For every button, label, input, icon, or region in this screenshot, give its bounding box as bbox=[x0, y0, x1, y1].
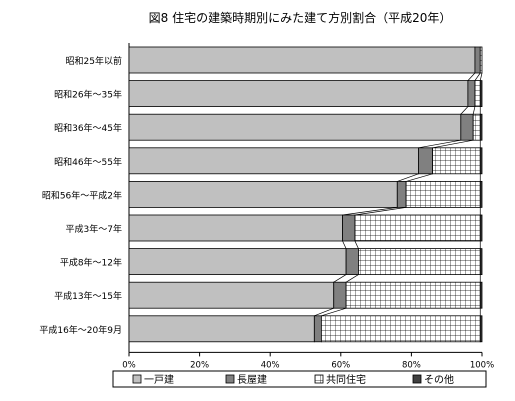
bar-segment-2-row-1 bbox=[474, 46, 481, 74]
series-line bbox=[406, 173, 433, 182]
bar-segment-3-row-6 bbox=[354, 214, 481, 242]
bar-segment-1-row-4 bbox=[128, 147, 419, 175]
bar-segment-2-row-8 bbox=[333, 281, 347, 309]
category-label: 平成8年～12年 bbox=[60, 257, 122, 269]
category-label: 平成13年～15年 bbox=[54, 290, 122, 302]
series-line bbox=[342, 240, 347, 249]
x-tick-label: 0% bbox=[122, 360, 136, 370]
bar-segment-2-row-5 bbox=[396, 180, 407, 208]
series-line bbox=[333, 274, 347, 283]
bar-segment-1-row-9 bbox=[128, 315, 315, 343]
bar-segment-3-row-7 bbox=[358, 248, 481, 276]
legend: 一戸建 長屋建 共同住宅 その他 bbox=[112, 370, 487, 388]
bar-segment-1-row-5 bbox=[128, 180, 398, 208]
category-label: 平成16年～20年9月 bbox=[39, 324, 122, 336]
bar-segment-1-row-7 bbox=[128, 248, 347, 276]
series-line bbox=[345, 274, 359, 283]
bar-segment-4-row-4 bbox=[479, 147, 483, 175]
bar-segment-3-row-3 bbox=[472, 113, 481, 141]
legend-label: その他 bbox=[424, 373, 454, 386]
bar-segment-4-row-9 bbox=[479, 315, 483, 343]
bar-segment-1-row-3 bbox=[128, 113, 462, 141]
x-tick-label: 100% bbox=[470, 360, 494, 370]
bar-segment-4-row-8 bbox=[479, 281, 483, 309]
series-line bbox=[321, 307, 347, 317]
category-label: 平成3年～7年 bbox=[66, 223, 122, 235]
legend-swatch bbox=[225, 374, 235, 384]
category-label: 昭和25年以前 bbox=[66, 55, 122, 67]
series-line bbox=[474, 72, 481, 81]
series-line bbox=[314, 307, 334, 317]
series-line bbox=[418, 139, 461, 149]
x-tick-label: 80% bbox=[402, 360, 421, 370]
legend-swatch bbox=[412, 374, 422, 384]
bar-segment-3-row-5 bbox=[405, 180, 481, 208]
legend-swatch bbox=[132, 374, 142, 384]
x-tick-label: 60% bbox=[331, 360, 350, 370]
bar-segment-1-row-1 bbox=[128, 46, 476, 74]
bar-segment-2-row-7 bbox=[345, 248, 359, 276]
category-label: 昭和46年～55年 bbox=[54, 156, 122, 168]
series-line bbox=[460, 106, 469, 115]
series-line bbox=[472, 106, 476, 115]
bar-segment-3-row-1 bbox=[479, 46, 483, 74]
category-label: 昭和36年～45年 bbox=[54, 122, 122, 134]
bar-segment-3-row-8 bbox=[345, 281, 481, 309]
bar-segment-3-row-4 bbox=[432, 147, 481, 175]
bar-segment-2-row-9 bbox=[313, 315, 322, 343]
series-line bbox=[467, 72, 476, 81]
series-line bbox=[432, 139, 474, 149]
category-label: 昭和26年～35年 bbox=[54, 89, 122, 101]
legend-box bbox=[112, 370, 487, 388]
bar-segment-2-row-2 bbox=[467, 80, 476, 107]
bar-segment-2-row-3 bbox=[460, 113, 474, 141]
series-line bbox=[354, 240, 359, 249]
category-label: 昭和56年～平成2年 bbox=[42, 189, 122, 201]
bar-segment-4-row-3 bbox=[479, 113, 483, 141]
plot-area: 昭和25年以前昭和26年～35年昭和36年～45年昭和46年～55年昭和56年～… bbox=[39, 43, 494, 370]
bar-segment-3-row-9 bbox=[320, 315, 481, 343]
legend-label: 共同住宅 bbox=[326, 373, 366, 386]
chart-title: 図8 住宅の建築時期別にみた建て方別割合（平成20年） bbox=[149, 10, 452, 25]
series-line bbox=[479, 72, 483, 81]
bar-segment-3-row-2 bbox=[474, 80, 481, 107]
bar-segment-2-row-6 bbox=[342, 214, 356, 242]
x-tick-label: 20% bbox=[190, 360, 209, 370]
legend-label: 一戸建 bbox=[144, 373, 174, 386]
x-tick-label: 40% bbox=[261, 360, 280, 370]
bar-segment-1-row-2 bbox=[128, 80, 469, 107]
legend-swatch bbox=[314, 374, 324, 384]
series-line bbox=[354, 207, 407, 216]
series-line bbox=[397, 173, 419, 182]
bar-segment-4-row-7 bbox=[479, 248, 483, 276]
bar-segment-1-row-6 bbox=[128, 214, 343, 242]
bar-segment-4-row-6 bbox=[479, 214, 483, 242]
bar-segment-2-row-4 bbox=[418, 147, 433, 175]
bar-segment-4-row-2 bbox=[479, 80, 483, 107]
series-line bbox=[342, 207, 398, 216]
bar-segment-4-row-5 bbox=[479, 180, 483, 208]
bar-segment-1-row-8 bbox=[128, 281, 335, 309]
legend-label: 長屋建 bbox=[237, 373, 267, 386]
